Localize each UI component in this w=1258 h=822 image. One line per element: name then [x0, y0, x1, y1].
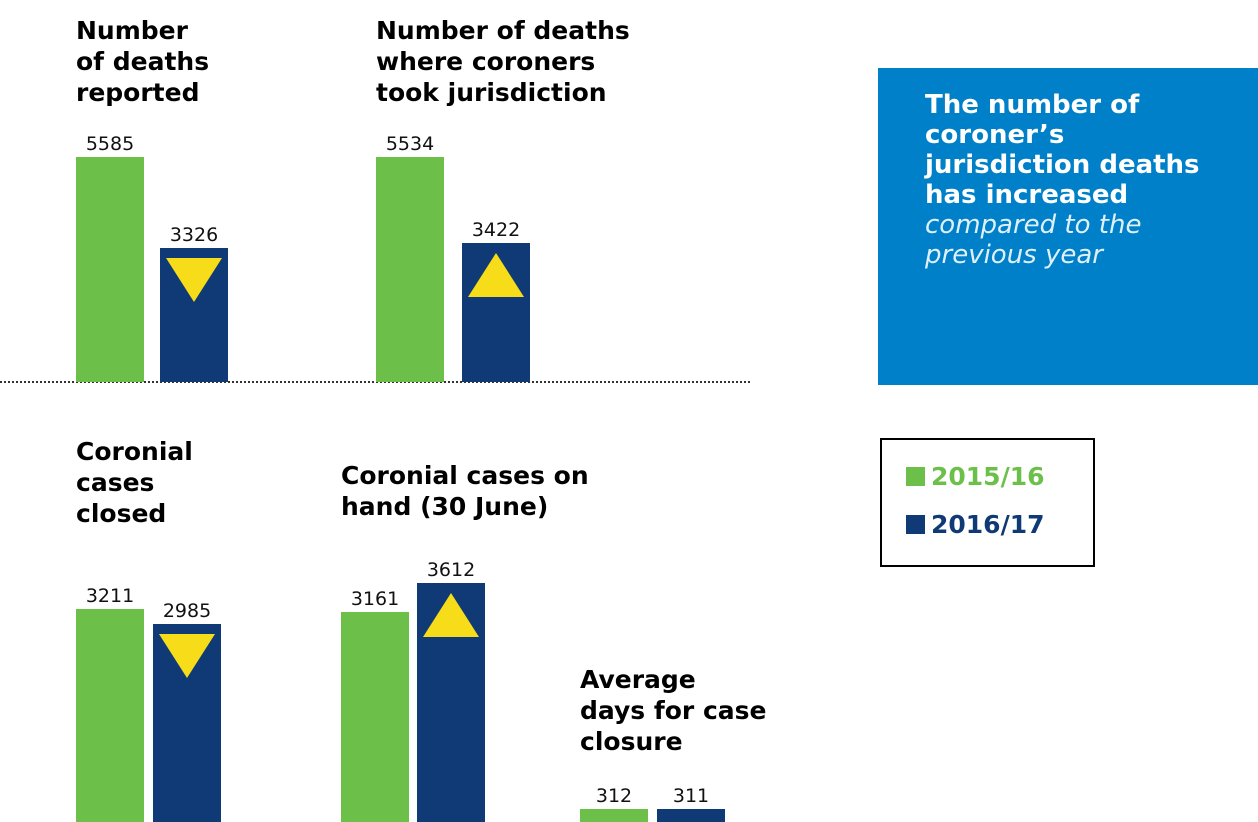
- title-line: days for case: [580, 696, 767, 725]
- bar: [341, 612, 409, 822]
- title-line: Number: [76, 16, 188, 45]
- chart-title: Coronial cases closed: [76, 436, 193, 529]
- bar: [76, 609, 144, 822]
- callout-italic: compared to the previous year: [925, 210, 1142, 270]
- callout-bold: The number of coroner’s jurisdiction dea…: [925, 90, 1200, 210]
- bar: [153, 624, 221, 822]
- value-label: 3161: [350, 588, 400, 611]
- bar: [657, 809, 725, 822]
- legend-label: 2015/16: [931, 462, 1045, 491]
- bar: [376, 156, 444, 382]
- trend-arrow: [166, 257, 222, 302]
- callout-box: The number of coroner’s jurisdiction dea…: [878, 68, 1258, 385]
- title-line: Coronial: [76, 437, 193, 466]
- title-line: closed: [76, 499, 167, 528]
- title-line: cases: [76, 468, 155, 497]
- bar: [417, 582, 485, 822]
- chart-title: Coronial cases on hand (30 June): [341, 460, 589, 522]
- triangle: [423, 592, 479, 637]
- title-line: Coronial cases on: [341, 461, 589, 490]
- trend-arrow: [423, 592, 479, 637]
- chart-title: Number of deaths reported: [76, 15, 209, 108]
- bar: [580, 808, 648, 822]
- triangle: [468, 252, 524, 297]
- value-label: 312: [595, 784, 633, 807]
- divider: [0, 381, 750, 383]
- title-line: of deaths: [76, 47, 210, 76]
- triangle: [166, 257, 222, 302]
- bar: [76, 156, 144, 382]
- title-line: hand (30 June): [341, 492, 549, 521]
- callout-text: The number of coroner’s jurisdiction dea…: [925, 90, 1235, 270]
- title-line: reported: [76, 78, 200, 107]
- legend-swatch: [906, 467, 925, 486]
- chart-title: Average days for case closure: [580, 664, 767, 757]
- title-line: Number of deaths: [376, 16, 630, 45]
- legend-label: 2016/17: [931, 510, 1045, 539]
- value-label: 2985: [162, 600, 212, 623]
- legend-swatch: [906, 515, 925, 534]
- value-label: 5585: [85, 132, 135, 155]
- value-label: 3422: [471, 218, 521, 241]
- chart-title: Number of deaths where coroners took juris…: [376, 15, 630, 108]
- title-line: Average: [580, 665, 696, 694]
- title-line: where coroners: [376, 47, 596, 76]
- title-line: took jurisdiction: [376, 78, 607, 107]
- value-label: 3211: [85, 585, 135, 608]
- legend-item: 2016/17: [906, 510, 1045, 539]
- value-label: 3326: [169, 223, 219, 246]
- value-label: 311: [672, 785, 710, 808]
- bar: [160, 247, 228, 382]
- value-label: 3612: [426, 558, 476, 581]
- trend-arrow: [159, 634, 215, 679]
- trend-arrow: [468, 252, 524, 297]
- value-label: 5534: [385, 132, 435, 155]
- legend: 2015/16 2016/17: [880, 438, 1095, 567]
- bar: [462, 242, 530, 382]
- legend-item: 2015/16: [906, 462, 1045, 491]
- triangle: [159, 634, 215, 679]
- title-line: closure: [580, 727, 683, 756]
